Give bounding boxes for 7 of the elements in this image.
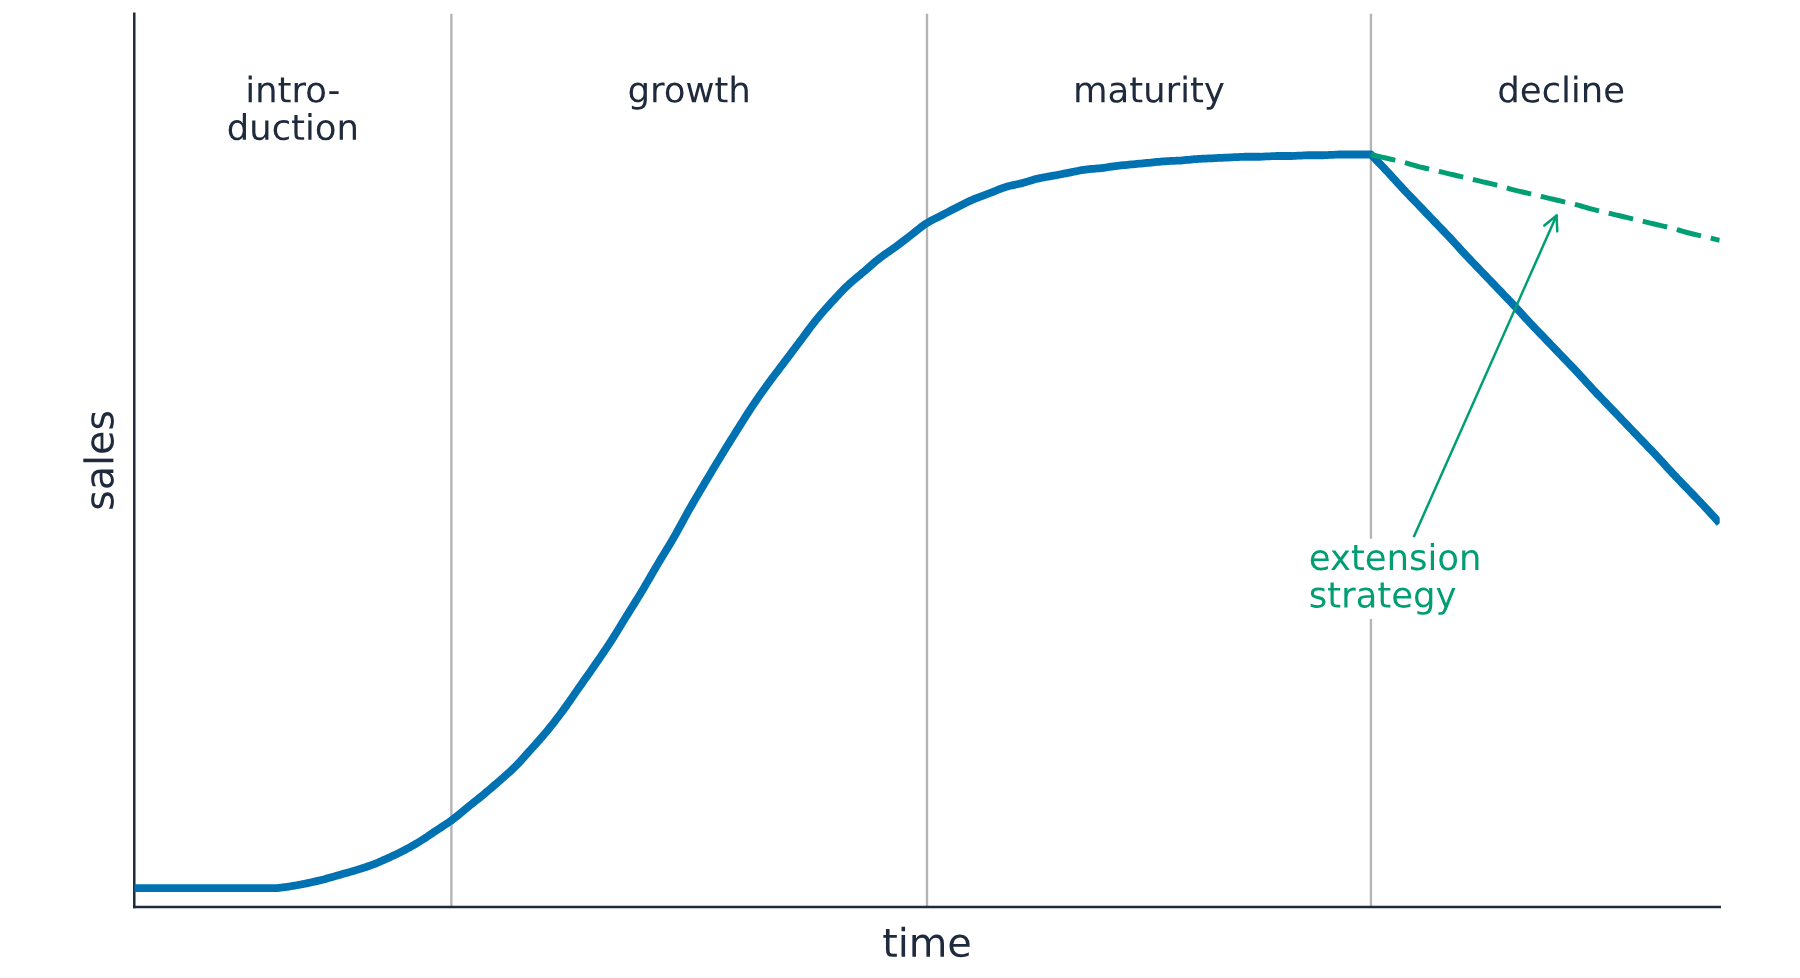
y-axis-title: sales	[83, 411, 114, 509]
x-axis-title: time	[883, 926, 970, 958]
text: maturity	[1076, 75, 1224, 110]
text: decline	[1499, 75, 1624, 103]
text: intro- duction	[228, 75, 356, 141]
text: extension strategy	[1310, 543, 1479, 615]
text: growth	[629, 75, 748, 110]
